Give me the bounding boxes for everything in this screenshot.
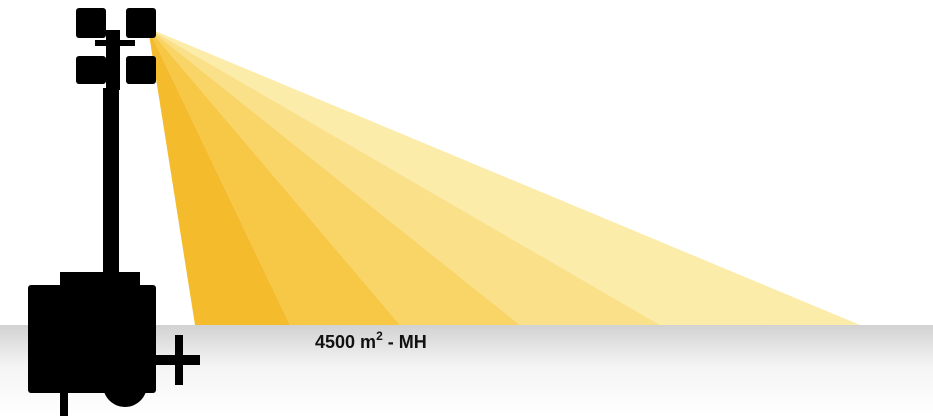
- area-exponent: 2: [376, 329, 383, 343]
- area-label: 4500 m2 - MH: [315, 329, 427, 352]
- area-suffix: - MH: [383, 332, 427, 352]
- area-value: 4500 m: [315, 332, 376, 352]
- light-beam: [148, 28, 860, 325]
- light-tower: [28, 8, 200, 416]
